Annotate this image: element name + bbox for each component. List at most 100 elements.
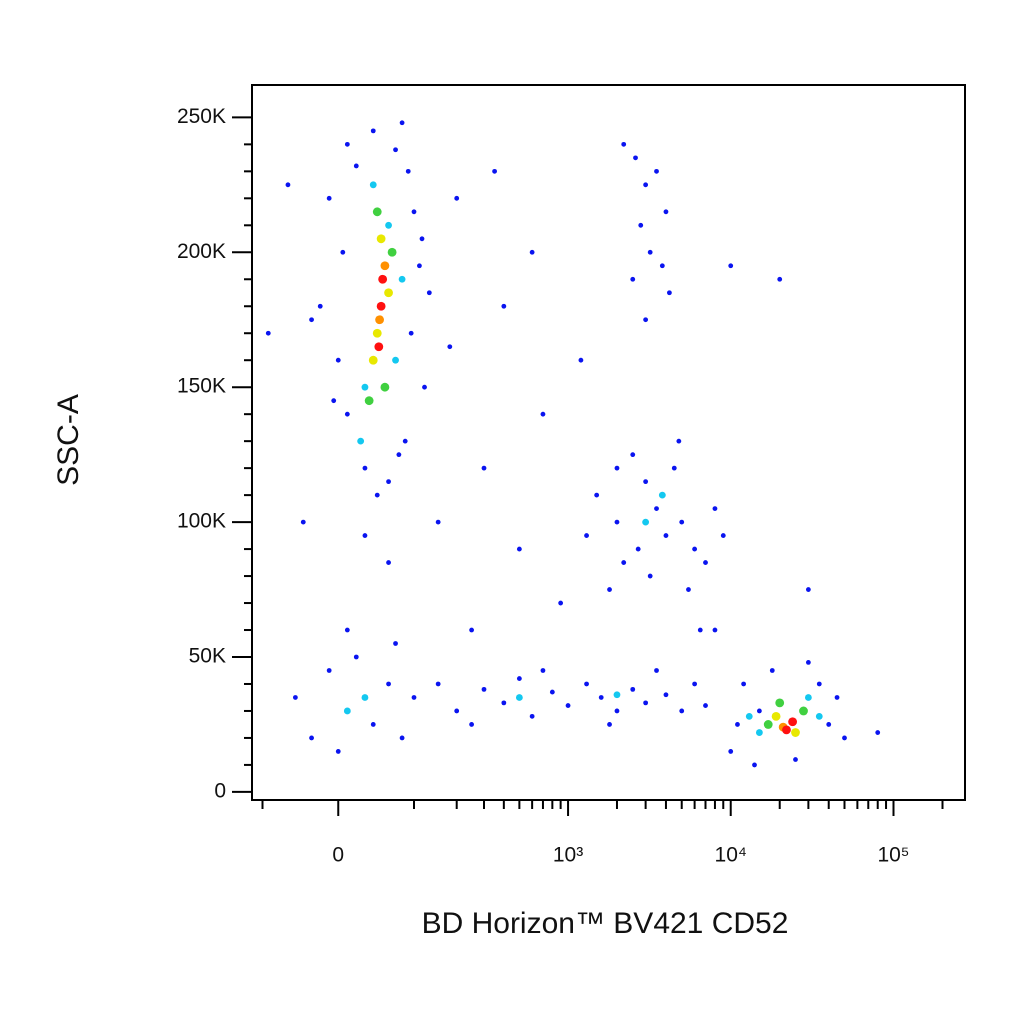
point [375, 315, 384, 325]
point [469, 722, 474, 727]
point [775, 698, 785, 708]
point [663, 692, 669, 698]
point [408, 330, 414, 336]
point [380, 261, 390, 271]
point [292, 695, 298, 700]
point [370, 722, 376, 727]
point [387, 247, 397, 257]
point [565, 703, 571, 708]
point [712, 627, 718, 633]
y-tick-label: 250K [177, 105, 226, 128]
point [777, 276, 783, 282]
point [614, 465, 620, 471]
y-tick-label: 100K [177, 510, 226, 533]
point [763, 720, 773, 729]
point [501, 303, 507, 309]
point [340, 249, 346, 255]
point [369, 181, 377, 189]
point [380, 382, 390, 392]
point [492, 168, 497, 174]
point [411, 695, 417, 700]
point [667, 290, 672, 296]
point [362, 533, 368, 538]
point [643, 479, 649, 485]
point [756, 708, 762, 714]
point [834, 695, 840, 700]
point [374, 492, 380, 498]
point [697, 627, 703, 633]
point [285, 182, 291, 188]
point [501, 700, 507, 706]
point [422, 384, 427, 390]
point [361, 383, 369, 391]
point [607, 722, 612, 727]
point [435, 681, 441, 687]
point [630, 276, 636, 282]
point [703, 560, 708, 565]
point [344, 627, 350, 633]
point [435, 519, 441, 525]
point [372, 207, 382, 217]
point [654, 668, 659, 673]
point [454, 195, 460, 201]
point [647, 573, 653, 579]
point [755, 729, 763, 736]
point [594, 492, 600, 498]
point [353, 163, 359, 169]
y-tick-label: 0 [214, 779, 226, 802]
point [398, 275, 406, 283]
y-tick-label: 50K [189, 645, 226, 668]
point [799, 706, 808, 716]
point [621, 141, 627, 147]
point [728, 263, 734, 269]
point [663, 209, 669, 215]
point [643, 700, 649, 706]
point [614, 519, 620, 525]
point [720, 533, 726, 538]
point [642, 518, 650, 526]
point [386, 681, 391, 687]
point [692, 546, 698, 552]
point [419, 236, 425, 242]
point [647, 249, 653, 255]
point [540, 411, 546, 417]
point [361, 694, 369, 701]
point [300, 519, 306, 525]
y-tick-label: 150K [177, 375, 226, 398]
point [335, 357, 341, 363]
point [364, 396, 374, 406]
point [692, 681, 698, 687]
point [598, 695, 604, 700]
x-tick-label: 10³ [553, 844, 583, 867]
x-axis-title: BD Horizon™ BV421 CD52 [422, 907, 789, 940]
point [735, 722, 740, 727]
point [516, 546, 522, 552]
point [372, 328, 382, 338]
point [378, 274, 388, 284]
point [791, 728, 800, 737]
point [613, 691, 621, 699]
point [621, 560, 627, 565]
point [343, 707, 351, 715]
point [607, 587, 612, 592]
point [317, 303, 323, 309]
point [309, 735, 314, 741]
point [816, 681, 822, 687]
point [712, 506, 718, 512]
point [481, 465, 487, 471]
point [614, 708, 620, 714]
point [385, 221, 392, 229]
point [384, 288, 393, 298]
point [633, 155, 638, 161]
point [353, 654, 359, 660]
point [331, 398, 337, 404]
point [529, 713, 535, 719]
point [376, 301, 386, 311]
point [399, 735, 405, 741]
point [679, 519, 685, 525]
point [805, 659, 811, 665]
point [643, 317, 649, 323]
point [469, 627, 474, 633]
point [630, 452, 636, 458]
